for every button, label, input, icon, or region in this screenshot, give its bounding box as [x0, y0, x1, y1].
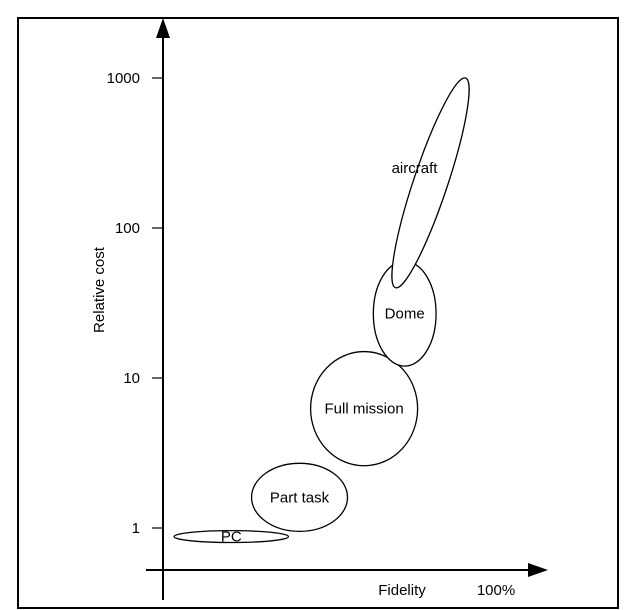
label-aircraft: aircraft — [392, 160, 439, 177]
category-ellipses — [173, 77, 470, 544]
x-axis-label: Fidelity — [378, 582, 426, 599]
y-tick-label: 100 — [115, 220, 140, 237]
ellipse-pc — [173, 530, 290, 544]
y-axis-ticks: 1 10 100 1000 — [107, 70, 163, 537]
label-pc: PC — [221, 529, 242, 546]
category-labels: PC Part task Full mission Dome aircraft — [221, 160, 438, 546]
y-tick-label: 1000 — [107, 70, 140, 87]
ellipse-part-task — [250, 462, 349, 532]
y-tick-label: 10 — [123, 370, 140, 387]
ellipse-full-mission — [309, 350, 419, 467]
y-tick-label: 1 — [132, 520, 140, 537]
x-axis-end-label: 100% — [477, 582, 515, 599]
x-axis-arrow-icon — [528, 563, 548, 577]
label-dome: Dome — [385, 306, 425, 323]
ellipse-aircraft — [391, 77, 470, 289]
y-axis-label: Relative cost — [91, 246, 108, 333]
label-full-mission: Full mission — [325, 401, 404, 418]
y-axis-arrow-icon — [156, 18, 170, 38]
label-part-task: Part task — [270, 489, 330, 506]
